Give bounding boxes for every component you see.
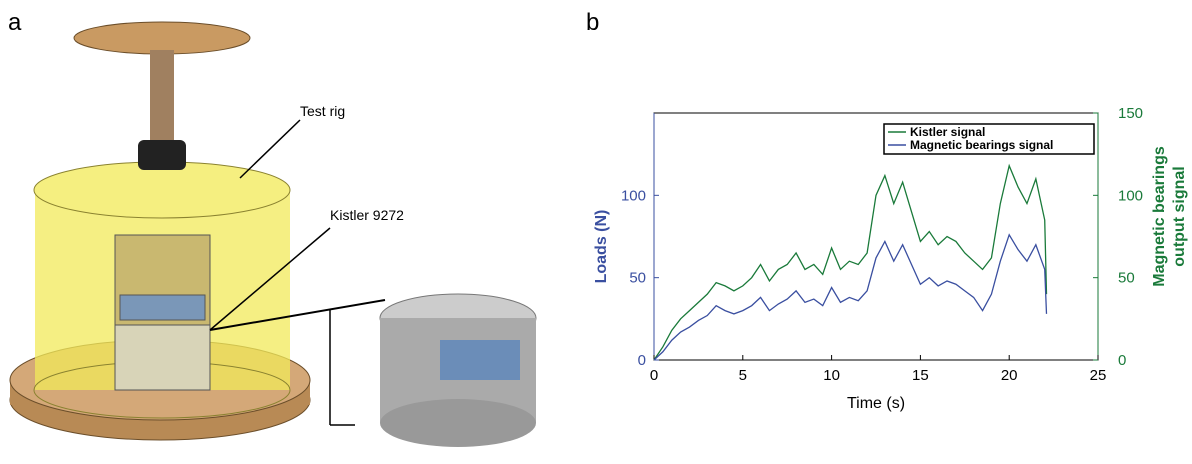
test-rig-illustration (9, 21, 537, 447)
y2-tick-label: 0 (1118, 352, 1126, 369)
x-tick-label: 20 (1001, 367, 1018, 384)
series-line (653, 233, 1048, 361)
y-tick-label: 50 (629, 270, 646, 287)
y2-axis-label: Magnetic bearings (1151, 146, 1168, 287)
panel-label: b (586, 9, 599, 36)
y-tick-label: 0 (638, 352, 646, 369)
x-tick-label: 0 (650, 367, 658, 384)
x-axis-label: Time (s) (847, 395, 905, 412)
x-tick-label: 10 (823, 367, 840, 384)
y2-tick-label: 50 (1118, 270, 1135, 287)
legend-label: Magnetic bearings signal (910, 138, 1053, 152)
legend-label: Kistler signal (910, 125, 985, 139)
panel-label: a (8, 9, 22, 36)
x-tick-label: 25 (1090, 367, 1107, 384)
x-tick-label: 5 (739, 367, 747, 384)
y2-axis-label: output signal (1171, 166, 1188, 266)
annotation: Kistler 9272 (330, 207, 404, 223)
y-tick-label: 100 (621, 187, 646, 204)
y-axis-label: Loads (N) (593, 210, 610, 284)
legend-box (883, 123, 1095, 155)
x-tick-label: 15 (912, 367, 929, 384)
series-line (653, 163, 1048, 361)
y2-tick-label: 150 (1118, 105, 1143, 122)
annotation: Test rig (300, 103, 345, 119)
y2-tick-label: 100 (1118, 187, 1143, 204)
